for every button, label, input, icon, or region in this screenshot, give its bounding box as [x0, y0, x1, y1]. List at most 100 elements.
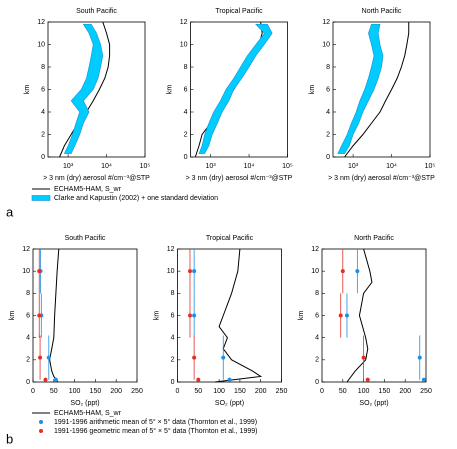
- x-tick-label: 10⁵: [140, 163, 151, 170]
- data-point: [340, 269, 345, 274]
- data-point: [37, 269, 42, 274]
- y-tick-label: 8: [315, 290, 319, 297]
- x-tick-label: 50: [339, 388, 347, 395]
- x-tick-label: 200: [399, 388, 411, 395]
- y-tick-label: 0: [315, 379, 319, 386]
- y-tick-label: 6: [26, 312, 30, 319]
- plot-frame: [321, 248, 427, 383]
- y-tick-label: 4: [171, 335, 175, 342]
- x-tick-label: 200: [255, 388, 267, 395]
- y-tick-label: 6: [41, 86, 45, 93]
- x-tick-label: 10³: [206, 163, 217, 170]
- y-tick-label: 0: [184, 154, 188, 161]
- data-point: [344, 313, 349, 318]
- y-tick-label: 8: [41, 64, 45, 71]
- legend-label: 1991-1996 arithmetic mean of 5° × 5° dat…: [54, 418, 257, 426]
- y-axis-label: km: [153, 311, 160, 321]
- x-tick-label: 250: [420, 388, 432, 395]
- y-tick-label: 4: [26, 335, 30, 342]
- x-axis-label: > 3 nm (dry) aerosol #/cm⁻³@STP: [186, 175, 293, 182]
- y-tick-label: 12: [311, 246, 319, 253]
- x-axis-label: SO₂ (ppt): [70, 400, 99, 407]
- y-axis-label: km: [9, 311, 16, 321]
- data-point: [192, 313, 197, 318]
- legend-label: Clarke and Kapustin (2002) + one standar…: [54, 195, 218, 202]
- model-line: [346, 248, 373, 383]
- data-point: [355, 269, 360, 274]
- x-tick-label: 100: [213, 388, 225, 395]
- model-line: [214, 248, 263, 383]
- x-tick-label: 100: [358, 388, 370, 395]
- x-axis-label: SO₂ (ppt): [215, 400, 244, 407]
- y-tick-label: 2: [26, 357, 30, 364]
- y-tick-label: 6: [171, 312, 175, 319]
- data-point: [421, 377, 426, 382]
- y-tick-label: 10: [322, 41, 330, 48]
- std-band: [337, 23, 384, 154]
- legend-label: 1991-1996 geometric mean of 5° × 5° data…: [54, 427, 257, 435]
- data-point: [227, 377, 232, 382]
- legend-label: ECHAM5-HAM, S_wr: [54, 186, 122, 193]
- y-tick-label: 2: [41, 131, 45, 138]
- y-tick-label: 12: [322, 19, 330, 26]
- y-tick-label: 0: [26, 379, 30, 386]
- x-tick-label: 250: [131, 388, 143, 395]
- x-tick-label: 200: [110, 388, 122, 395]
- y-tick-label: 10: [37, 41, 45, 48]
- x-tick-label: 150: [90, 388, 102, 395]
- y-tick-label: 2: [315, 357, 319, 364]
- data-point: [53, 377, 58, 382]
- x-tick-label: 50: [194, 388, 202, 395]
- x-tick-label: 10⁴: [101, 163, 112, 170]
- data-point: [187, 269, 192, 274]
- y-tick-label: 12: [180, 19, 188, 26]
- y-tick-label: 12: [167, 246, 175, 253]
- y-tick-label: 8: [26, 290, 30, 297]
- y-tick-label: 8: [326, 64, 330, 71]
- y-tick-label: 8: [171, 290, 175, 297]
- legend-swatch: [39, 420, 43, 424]
- y-tick-label: 2: [171, 357, 175, 364]
- data-point: [38, 355, 43, 360]
- legend-swatch: [31, 195, 51, 201]
- y-axis-label: km: [166, 85, 173, 95]
- x-tick-label: 100: [69, 388, 81, 395]
- y-tick-label: 2: [184, 131, 188, 138]
- y-tick-label: 10: [311, 268, 319, 275]
- x-tick-label: 150: [234, 388, 246, 395]
- panel-label: a: [6, 204, 14, 219]
- y-tick-label: 4: [315, 335, 319, 342]
- y-tick-label: 8: [184, 64, 188, 71]
- chart-title: North Pacific: [362, 8, 402, 15]
- x-tick-label: 10⁴: [386, 163, 397, 170]
- y-tick-label: 10: [22, 268, 30, 275]
- x-tick-label: 10⁵: [425, 163, 436, 170]
- y-axis-label: km: [309, 85, 316, 95]
- chart-title: South Pacific: [65, 235, 106, 242]
- y-axis-label: km: [298, 311, 305, 321]
- y-axis-label: km: [24, 85, 31, 95]
- y-tick-label: 12: [22, 246, 30, 253]
- chart-title: South Pacific: [76, 8, 117, 15]
- model-line: [344, 22, 410, 158]
- x-axis-label: > 3 nm (dry) aerosol #/cm⁻³@STP: [43, 175, 150, 182]
- model-line: [59, 21, 111, 158]
- std-band: [198, 23, 273, 154]
- x-tick-label: 0: [31, 388, 35, 395]
- data-point: [46, 355, 51, 360]
- y-tick-label: 4: [184, 109, 188, 116]
- x-tick-label: 10³: [348, 163, 359, 170]
- chart-title: Tropical Pacific: [215, 8, 263, 15]
- x-tick-label: 50: [50, 388, 58, 395]
- y-tick-label: 6: [315, 312, 319, 319]
- x-axis-label: > 3 nm (dry) aerosol #/cm⁻³@STP: [328, 175, 435, 182]
- data-point: [196, 377, 201, 382]
- y-tick-label: 10: [167, 268, 175, 275]
- data-point: [192, 269, 197, 274]
- y-tick-label: 2: [326, 131, 330, 138]
- data-point: [221, 355, 226, 360]
- x-tick-label: 0: [320, 388, 324, 395]
- x-tick-label: 10³: [63, 163, 74, 170]
- x-tick-label: 0: [176, 388, 180, 395]
